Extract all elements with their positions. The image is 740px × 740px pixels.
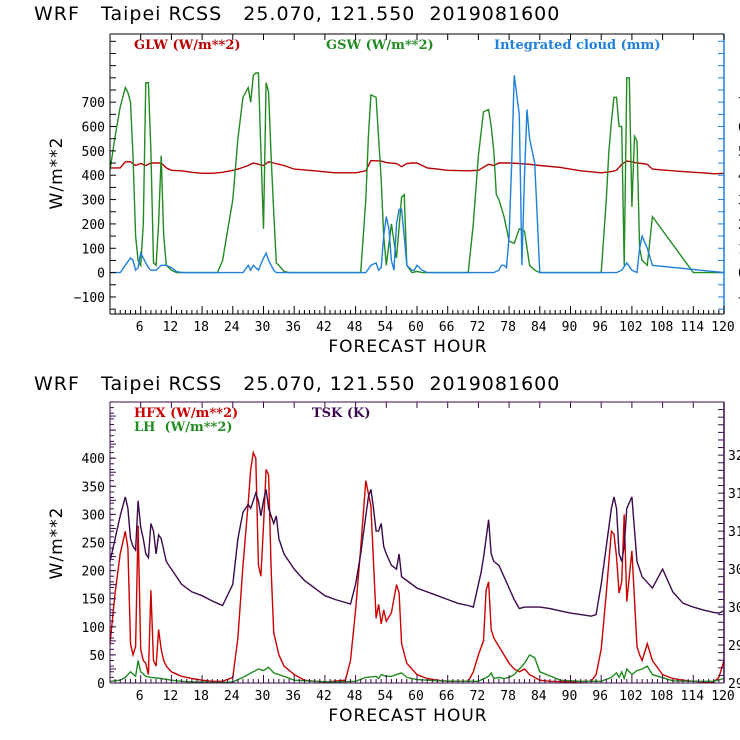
bottom-x-tick-label: 24 <box>224 689 240 704</box>
bottom-series-hfx-line <box>109 450 725 683</box>
top-y-tick-label: 400 <box>82 169 105 184</box>
bottom-x-tick-label: 60 <box>408 689 424 704</box>
top-y-axis-label: W/m**2 <box>47 137 67 210</box>
top-x-tick-label: 36 <box>285 320 301 335</box>
bottom-series-tsk-line <box>109 489 725 617</box>
top-legend-glw: GLW (W/m**2) <box>134 38 241 53</box>
top-series-cloud-line <box>110 75 725 274</box>
top-x-tick-label: 84 <box>531 320 547 335</box>
bottom-x-tick-label: 66 <box>439 689 455 704</box>
top-x-tick-label: 90 <box>562 320 578 335</box>
top-x-tick-label: 42 <box>316 320 332 335</box>
top-x-tick-label: 24 <box>224 320 240 335</box>
top-x-tick-label: 18 <box>193 320 209 335</box>
bottom-y2-tick-label: 295 <box>728 639 740 654</box>
top-y2-tick-label: 5 <box>738 145 740 160</box>
bottom-x-tick-label: 72 <box>470 689 486 704</box>
bottom-y-tick-label: 50 <box>89 649 105 664</box>
bottom-y-tick-label: 300 <box>82 508 105 523</box>
bottom-x-tick-label: 120 <box>711 689 734 704</box>
top-legend-gsw: GSW (W/m**2) <box>326 38 434 53</box>
top-y-tick-label: 500 <box>82 145 105 160</box>
bottom-x-tick-label: 78 <box>500 689 516 704</box>
bottom-y-tick-label: 400 <box>82 452 105 467</box>
bottom-x-tick-label: 84 <box>531 689 547 704</box>
top-y-tick-label: 100 <box>82 242 105 257</box>
bottom-y-tick-label: 100 <box>82 621 105 636</box>
top-y2-tick-label: 4 <box>738 169 740 184</box>
bottom-legend-tsk: TSK (K) <box>312 406 371 421</box>
bottom-x-tick-label: 114 <box>681 689 705 704</box>
bottom-series-lh-line <box>109 653 725 684</box>
top-plot-area: 6 12 18 24 30 36 42 48 54 60 66 72 78 84 90 96 102 108 114… <box>74 33 740 335</box>
bottom-x-tick-label: 18 <box>193 689 209 704</box>
bottom-y-tick-label: 350 <box>82 480 105 495</box>
bottom-x-tick-label: 108 <box>650 689 673 704</box>
bottom-x-axis-label: FORECAST HOUR <box>328 706 487 726</box>
bottom-x-tick-label: 12 <box>163 689 179 704</box>
top-x-tick-label: 96 <box>592 320 608 335</box>
bottom-x-tick-label: 54 <box>377 689 393 704</box>
top-x-tick-label: 60 <box>408 320 424 335</box>
top-x-tick-label: 30 <box>255 320 271 335</box>
top-chart-title: WRF Taipei RCSS 25.070, 121.550 20190816… <box>34 3 560 25</box>
top-series-gsw-line <box>109 72 724 274</box>
top-x-tick-label: 48 <box>347 320 363 335</box>
bottom-x-tick-label: 6 <box>136 689 144 704</box>
top-y-tick-label: 700 <box>82 96 105 111</box>
top-x-tick-label: 102 <box>619 320 642 335</box>
top-x-axis-label: FORECAST HOUR <box>328 337 487 357</box>
top-x-tick-label: 120 <box>711 320 734 335</box>
bottom-y-tick-label: 250 <box>82 537 105 552</box>
bottom-y2-tick-label: 290 <box>728 677 740 692</box>
top-x-tick-label: 108 <box>650 320 673 335</box>
top-y-tick-label: 600 <box>82 121 105 136</box>
bottom-legend-lh: LH (W/m**2) <box>134 420 233 435</box>
top-y-tick-label: 0 <box>97 267 105 282</box>
top-y2-tick-label: 7 <box>738 96 740 111</box>
top-x-tick-label: 78 <box>500 320 516 335</box>
bottom-x-tick-label: 96 <box>592 689 608 704</box>
top-x-tick-label: 54 <box>377 320 393 335</box>
bottom-y2-tick-label: 315 <box>728 487 740 502</box>
top-y-tick-label: 200 <box>82 218 105 233</box>
bottom-x-tick-label: 102 <box>619 689 642 704</box>
bottom-y-tick-label: 0 <box>97 677 105 692</box>
top-y2-tick-label: −1 <box>738 291 740 306</box>
top-series-glw-line <box>110 159 725 175</box>
top-y-tick-label: −100 <box>74 291 105 306</box>
bottom-y-tick-label: 150 <box>82 593 105 608</box>
top-x-tick-label: 114 <box>681 320 705 335</box>
bottom-y2-tick-label: 300 <box>728 601 740 616</box>
bottom-y2-tick-label: 305 <box>728 563 740 578</box>
bottom-x-tick-label: 90 <box>562 689 578 704</box>
top-y-tick-label: 300 <box>82 194 105 209</box>
top-x-tick-label: 12 <box>163 320 179 335</box>
top-x-tick-label: 6 <box>136 320 144 335</box>
top-y2-tick-label: 2 <box>738 218 740 233</box>
top-y2-tick-label: 3 <box>738 194 740 209</box>
bottom-legend-hfx: HFX (W/m**2) <box>134 406 238 421</box>
bottom-x-tick-label: 48 <box>347 689 363 704</box>
top-y2-tick-label: 6 <box>738 121 740 136</box>
bottom-y2-tick-label: 320 <box>728 449 740 464</box>
bottom-y2-tick-label: 310 <box>728 525 740 540</box>
bottom-x-tick-label: 30 <box>255 689 271 704</box>
top-x-tick-label: 72 <box>470 320 486 335</box>
top-legend-cloud: Integrated cloud (mm) <box>494 38 660 53</box>
top-y2-tick-label: 1 <box>738 242 740 257</box>
bottom-chart-title: WRF Taipei RCSS 25.070, 121.550 20190816… <box>34 373 560 395</box>
bottom-y-tick-label: 200 <box>82 565 105 580</box>
bottom-x-tick-label: 42 <box>316 689 332 704</box>
top-x-tick-label: 66 <box>439 320 455 335</box>
top-y2-tick-label: 0 <box>738 267 740 282</box>
bottom-y-axis-label: W/m**2 <box>47 507 67 580</box>
bottom-x-tick-label: 36 <box>285 689 301 704</box>
bottom-plot-area: 6 12 18 24 30 36 42 48 54 60 66 72 78 84 90 96 102 108 114… <box>82 401 740 704</box>
